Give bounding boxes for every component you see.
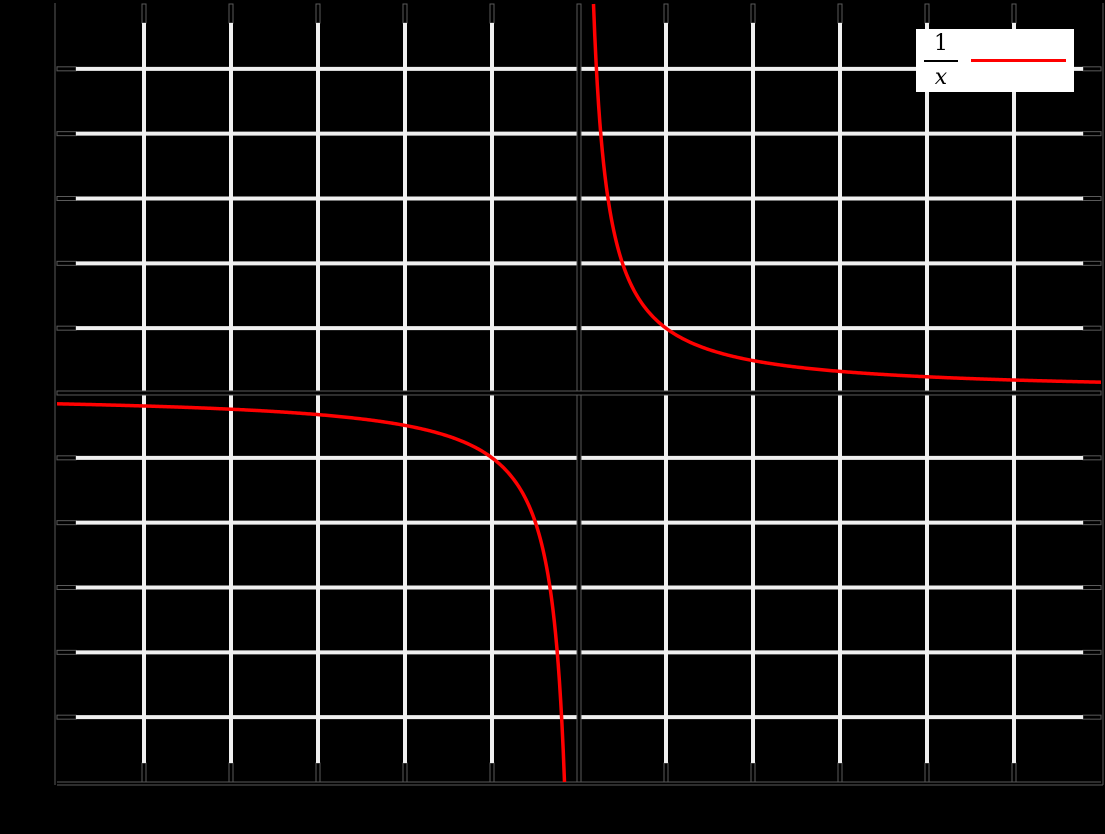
x-tick-mark <box>924 762 930 783</box>
x-tick-mark <box>402 762 408 783</box>
y-tick-mark <box>56 455 77 461</box>
x-tick-mark <box>837 3 843 24</box>
axes <box>56 3 1102 783</box>
legend-line-swatch <box>971 59 1066 62</box>
legend-numerator: 1 <box>934 31 948 56</box>
x-tick-mark <box>1011 762 1017 783</box>
x-tick-mark <box>489 3 495 24</box>
y-tick-mark <box>1082 196 1102 201</box>
legend-label-fraction: 1 x <box>924 31 958 91</box>
y-tick-mark <box>56 714 77 720</box>
x-tick-mark <box>837 762 843 783</box>
x-tick-mark <box>228 762 234 783</box>
y-tick-mark <box>56 325 77 331</box>
x-tick-mark <box>141 3 147 24</box>
x-tick-mark <box>315 3 321 24</box>
y-tick-mark <box>1082 455 1102 461</box>
x-tick-mark <box>402 3 408 24</box>
x-tick-mark <box>750 762 756 783</box>
x-tick-mark <box>141 762 147 783</box>
x-tick-mark <box>663 3 669 24</box>
x-tick-mark <box>750 3 756 24</box>
y-tick-mark <box>1082 520 1102 526</box>
x-tick-mark <box>489 762 495 783</box>
y-tick-mark <box>56 520 77 526</box>
x-tick-mark <box>663 762 669 783</box>
y-tick-mark <box>1082 260 1102 266</box>
fraction-bar <box>924 60 958 62</box>
legend: 1 x <box>916 29 1074 92</box>
y-tick-mark <box>56 260 77 266</box>
y-tick-mark <box>1082 131 1102 137</box>
y-tick-mark <box>56 196 77 201</box>
curve-group <box>56 3 1102 783</box>
y-tick-mark <box>56 585 77 590</box>
y-tick-mark <box>56 131 77 137</box>
y-tick-mark <box>1082 325 1102 331</box>
legend-denominator: x <box>934 65 948 90</box>
y-tick-mark <box>1082 649 1102 655</box>
y-tick-mark <box>56 649 77 655</box>
y-tick-mark <box>1082 66 1102 72</box>
x-tick-mark <box>228 3 234 24</box>
x-axis <box>56 390 1102 396</box>
y-tick-mark <box>1082 585 1102 590</box>
curve-reciprocal <box>591 3 1102 384</box>
plot-frame <box>54 3 1104 786</box>
x-tick-mark <box>1011 3 1017 24</box>
y-tick-mark <box>1082 714 1102 720</box>
curve-reciprocal <box>56 402 567 783</box>
y-tick-mark <box>56 66 77 72</box>
x-tick-mark <box>924 3 930 24</box>
x-tick-mark <box>315 762 321 783</box>
